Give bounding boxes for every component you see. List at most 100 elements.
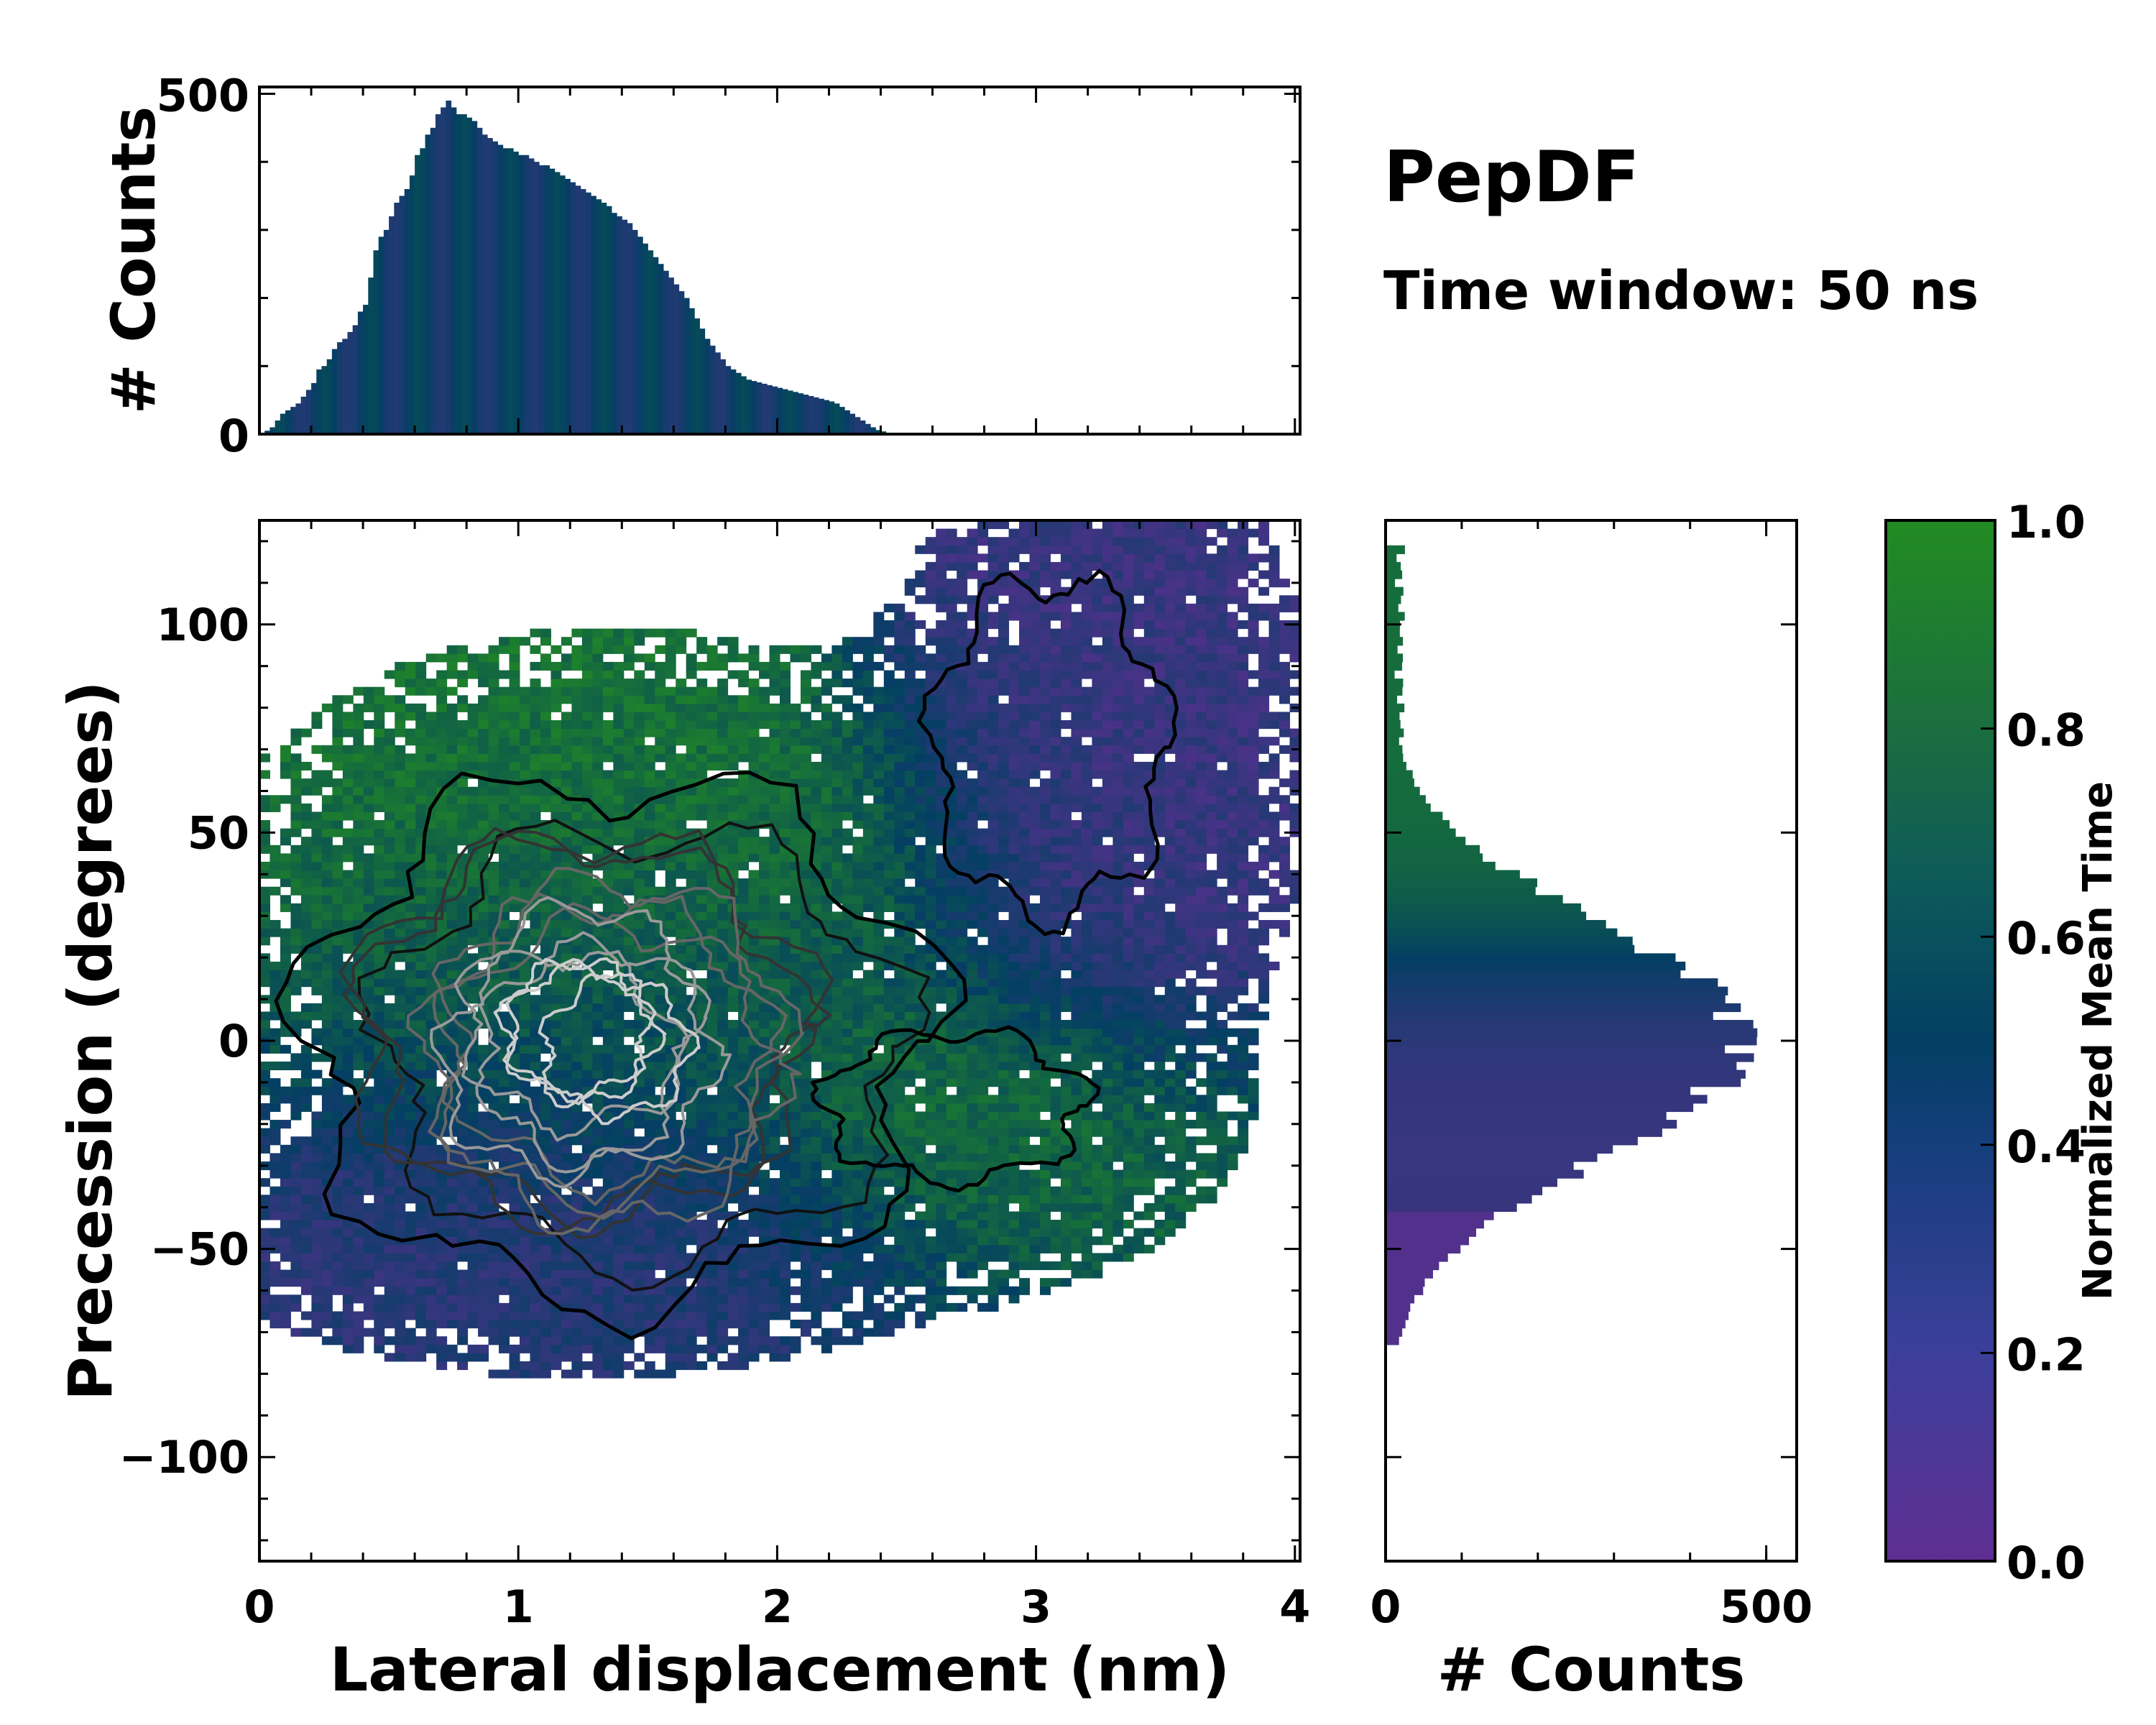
heatmap-cell xyxy=(967,1161,978,1171)
heatmap-cell xyxy=(738,903,750,912)
heatmap-cell xyxy=(1102,1028,1113,1037)
heatmap-cell xyxy=(1164,953,1176,962)
heatmap-cell xyxy=(321,903,333,912)
heatmap-cell xyxy=(1112,1144,1124,1154)
heatmap-cell xyxy=(321,1228,333,1237)
heatmap-cell xyxy=(395,986,406,995)
heatmap-cell xyxy=(581,995,593,1004)
heatmap-cell xyxy=(384,1020,395,1029)
heatmap-cell xyxy=(831,1161,843,1171)
heatmap-cell xyxy=(1154,895,1166,904)
heatmap-cell xyxy=(300,928,312,937)
top-y-tick-label: 0 xyxy=(218,410,249,462)
heatmap-cell xyxy=(821,1328,832,1337)
heatmap-cell xyxy=(852,1028,864,1037)
heatmap-cell xyxy=(1123,1253,1134,1262)
heatmap-cell xyxy=(592,1328,604,1337)
heatmap-cell xyxy=(842,1020,853,1029)
heatmap-cell xyxy=(780,1278,791,1287)
heatmap-cell xyxy=(634,878,645,888)
heatmap-cell xyxy=(509,1353,520,1362)
heatmap-cell xyxy=(1238,944,1249,954)
heatmap-cell xyxy=(634,1120,645,1129)
heatmap-cell xyxy=(499,1178,510,1187)
heatmap-cell xyxy=(831,1020,843,1029)
heatmap-cell xyxy=(821,1144,832,1154)
heatmap-cell xyxy=(1019,1244,1031,1254)
heatmap-cell xyxy=(811,1202,822,1212)
heatmap-cell xyxy=(676,1344,687,1353)
heatmap-cell xyxy=(1050,1261,1061,1271)
heatmap-cell xyxy=(342,903,354,912)
heatmap-cell xyxy=(842,1028,853,1037)
heatmap-cell xyxy=(790,995,801,1004)
heatmap-cell xyxy=(478,1153,489,1162)
heatmap-cell xyxy=(353,1178,364,1187)
heatmap-cell xyxy=(581,1294,593,1304)
heatmap-cell xyxy=(540,1328,551,1337)
heatmap-cell xyxy=(353,886,364,896)
heatmap-cell xyxy=(499,1286,510,1295)
heatmap-cell xyxy=(967,1186,978,1195)
heatmap-cell xyxy=(800,1278,811,1287)
heatmap-cell xyxy=(904,995,916,1004)
heatmap-cell xyxy=(936,1278,947,1287)
heatmap-cell xyxy=(1019,1120,1031,1129)
heatmap-cell xyxy=(987,1103,999,1112)
heatmap-cell xyxy=(1060,1261,1072,1271)
heatmap-cell xyxy=(1040,1020,1051,1029)
top-histogram-bar xyxy=(554,172,561,434)
heatmap-cell xyxy=(1092,995,1103,1004)
heatmap-cell xyxy=(655,1202,666,1212)
heatmap-cell xyxy=(1081,1061,1092,1071)
heatmap-cell xyxy=(862,1036,874,1046)
heatmap-cell xyxy=(655,1236,666,1246)
heatmap-cell xyxy=(1217,961,1228,971)
heatmap-cell xyxy=(311,1128,323,1137)
heatmap-cell xyxy=(1060,986,1072,995)
heatmap-cell xyxy=(946,903,957,912)
heatmap-cell xyxy=(311,970,323,979)
heatmap-cell xyxy=(1050,1128,1061,1137)
heatmap-cell xyxy=(488,895,499,904)
top-histogram-bar xyxy=(585,192,591,434)
heatmap-cell xyxy=(904,1144,916,1154)
heatmap-cell xyxy=(987,1144,999,1154)
heatmap-cell xyxy=(478,1261,489,1271)
heatmap-cell xyxy=(342,1269,354,1279)
heatmap-cell xyxy=(644,1120,655,1129)
heatmap-cell xyxy=(644,1111,655,1121)
heatmap-cell xyxy=(676,1136,687,1146)
heatmap-cell xyxy=(967,995,978,1004)
heatmap-cell xyxy=(342,1220,354,1229)
heatmap-cell xyxy=(1019,1286,1031,1295)
heatmap-cell xyxy=(800,961,811,971)
heatmap-cell xyxy=(363,1186,374,1195)
heatmap-cell xyxy=(1133,1136,1145,1146)
heatmap-cell xyxy=(1175,986,1187,995)
heatmap-cell xyxy=(602,1236,614,1246)
heatmap-cell xyxy=(1071,953,1082,962)
heatmap-cell xyxy=(311,1053,323,1062)
heatmap-cell xyxy=(395,1202,406,1212)
top-histogram-bar xyxy=(512,151,519,434)
heatmap-cell xyxy=(499,1128,510,1137)
heatmap-cell xyxy=(967,1111,978,1121)
heatmap-cell xyxy=(1102,920,1113,929)
heatmap-cell xyxy=(488,903,499,912)
heatmap-cell xyxy=(1206,937,1217,946)
heatmap-cell xyxy=(957,1302,968,1312)
heatmap-cell xyxy=(499,878,510,888)
heatmap-cell xyxy=(1008,1111,1020,1121)
heatmap-cell xyxy=(686,895,697,904)
heatmap-cell xyxy=(800,1269,811,1279)
heatmap-cell xyxy=(706,986,718,995)
heatmap-cell xyxy=(300,886,312,896)
heatmap-cell xyxy=(769,978,780,988)
heatmap-cell xyxy=(395,1153,406,1162)
heatmap-cell xyxy=(706,1294,718,1304)
heatmap-cell xyxy=(1196,1169,1207,1179)
heatmap-cell xyxy=(540,1353,551,1362)
heatmap-cell xyxy=(957,1128,968,1137)
heatmap-cell xyxy=(592,1253,604,1262)
